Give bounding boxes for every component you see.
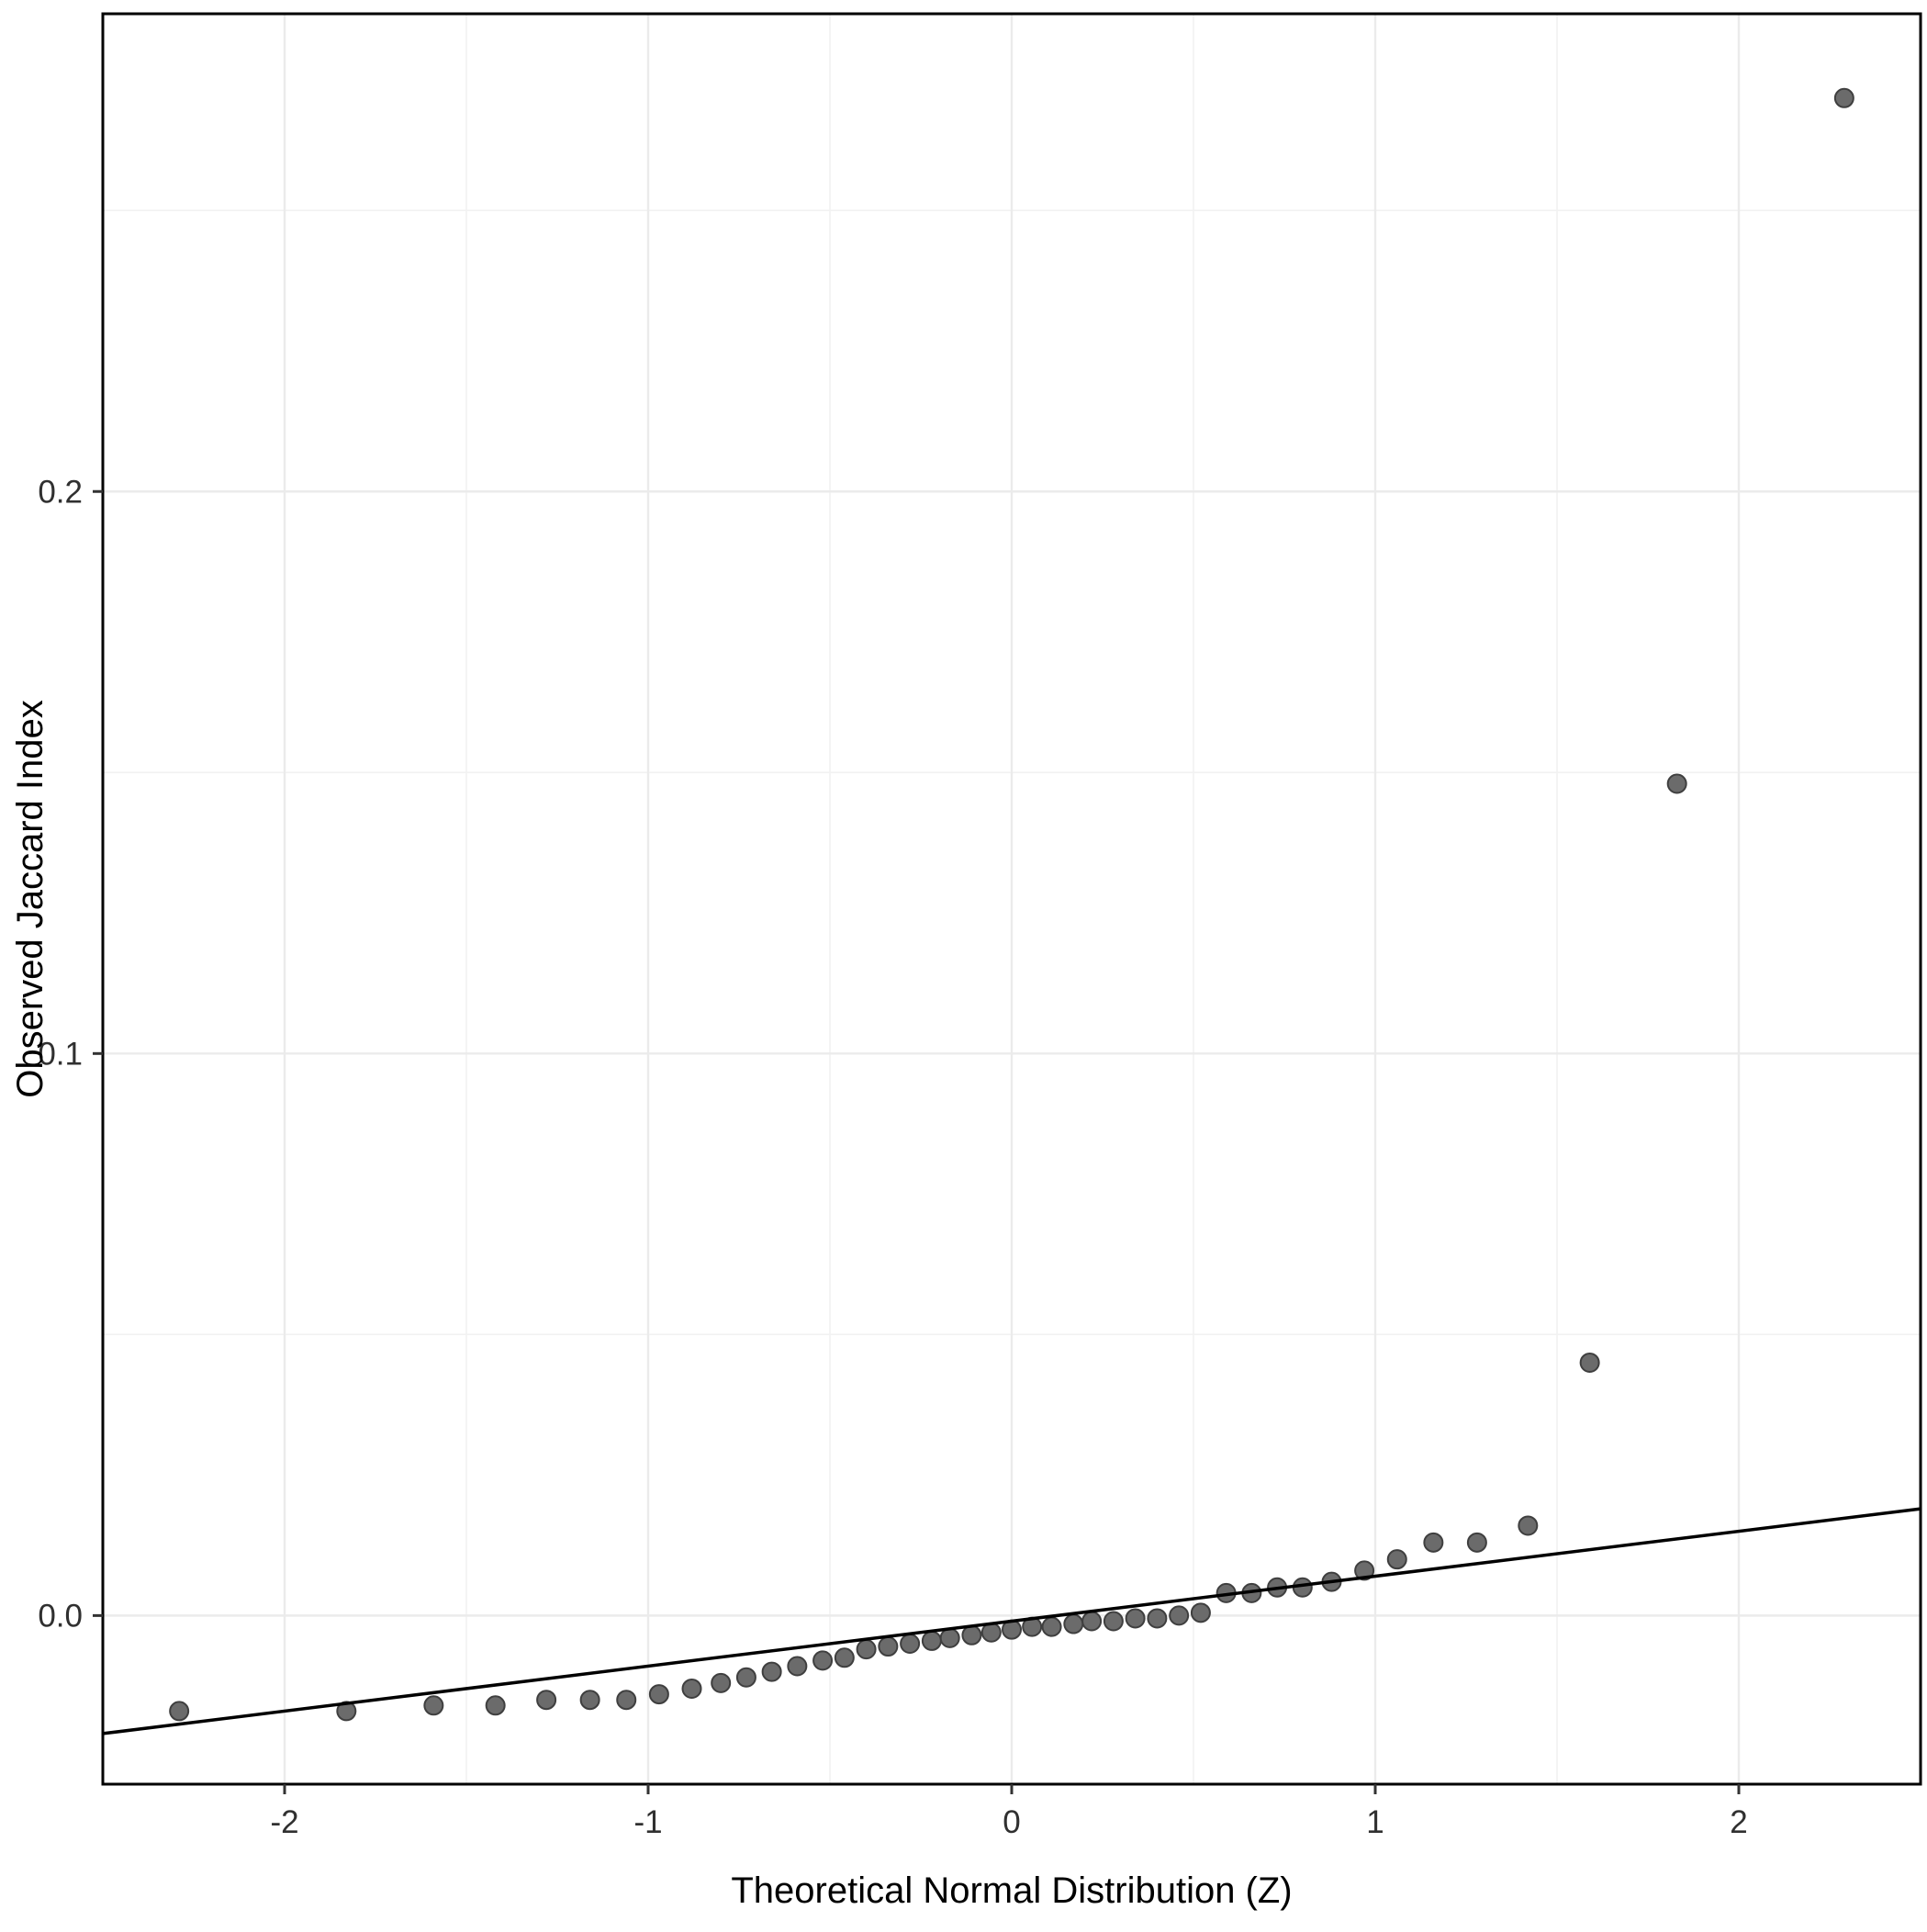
data-point xyxy=(1579,1352,1600,1373)
axis-tick-labels: -2 -1 0 1 2 0.0 0.1 0.2 xyxy=(38,474,1747,1840)
data-point xyxy=(579,1690,600,1711)
x-axis-tick-label: 0 xyxy=(1003,1804,1020,1840)
data-point xyxy=(711,1672,732,1693)
data-point xyxy=(1041,1616,1062,1637)
data-point xyxy=(939,1627,960,1648)
reference-line-layer xyxy=(102,1507,1921,1735)
data-point xyxy=(681,1678,702,1699)
data-point xyxy=(1466,1532,1487,1553)
data-point xyxy=(536,1690,557,1711)
data-point xyxy=(1386,1549,1407,1570)
qq-reference-line xyxy=(102,1507,1921,1735)
data-point xyxy=(921,1630,942,1651)
data-point xyxy=(961,1624,982,1646)
data-point xyxy=(616,1690,637,1711)
x-axis-tick-label: -1 xyxy=(633,1804,662,1840)
data-point xyxy=(900,1633,921,1654)
data-point xyxy=(1125,1608,1146,1629)
data-point xyxy=(423,1695,444,1716)
data-point xyxy=(1103,1611,1124,1632)
y-axis-tick-label: 0.1 xyxy=(38,1036,83,1072)
data-point xyxy=(1423,1532,1444,1553)
data-point xyxy=(1518,1515,1539,1536)
x-axis-tick-label: 2 xyxy=(1730,1804,1747,1840)
x-axis-tick-label: -2 xyxy=(270,1804,298,1840)
x-axis-title: Theoretical Normal Distribution (Z) xyxy=(731,1870,1292,1911)
axis-ticks xyxy=(93,489,1741,1794)
data-point xyxy=(1063,1613,1084,1634)
y-axis-title: Observed Jaccard Index xyxy=(10,700,50,1098)
x-axis-tick-label: 1 xyxy=(1366,1804,1384,1840)
data-point xyxy=(878,1636,899,1657)
data-point xyxy=(735,1667,756,1688)
data-point xyxy=(787,1656,808,1677)
data-point xyxy=(169,1701,190,1722)
data-point xyxy=(1354,1560,1375,1581)
data-point xyxy=(761,1661,782,1682)
data-point xyxy=(1190,1602,1211,1623)
data-point xyxy=(485,1695,506,1716)
data-point xyxy=(1081,1611,1103,1632)
data-point xyxy=(1169,1605,1190,1626)
scatter-points xyxy=(169,87,1854,1722)
data-point xyxy=(648,1684,669,1705)
data-point xyxy=(1147,1608,1168,1629)
y-axis-tick-label: 0.0 xyxy=(38,1598,83,1634)
y-axis-tick-label: 0.2 xyxy=(38,474,83,510)
data-point xyxy=(812,1650,834,1671)
data-point xyxy=(1666,773,1687,794)
data-point xyxy=(1833,87,1854,108)
gridlines-major xyxy=(103,14,1921,1784)
data-point xyxy=(834,1647,855,1668)
data-point xyxy=(856,1639,877,1660)
